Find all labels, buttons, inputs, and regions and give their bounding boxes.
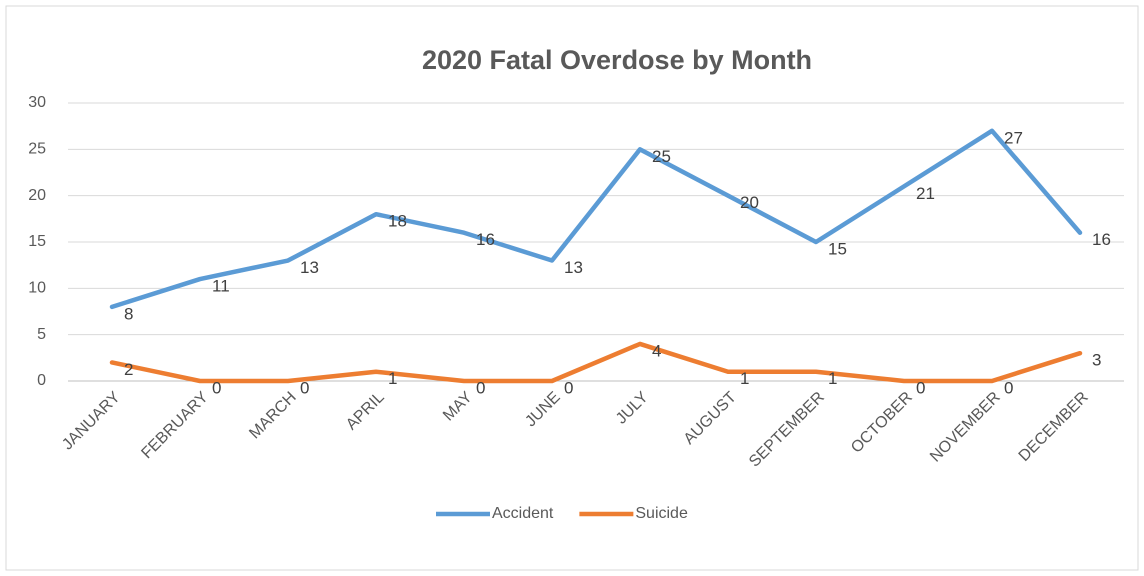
data-label: 16 [476,230,495,249]
series-line [109,128,1083,310]
data-label: 0 [564,378,573,397]
legend-label: Suicide [635,505,688,522]
data-label: 0 [1004,378,1013,397]
series-line [109,341,1083,384]
data-label: 21 [916,184,935,203]
legend-label: Accident [492,505,554,522]
y-tick-label: 0 [37,372,46,389]
data-label: 18 [388,212,407,231]
data-label: 0 [212,378,221,397]
y-tick-label: 30 [28,94,46,111]
data-label: 3 [1092,351,1101,370]
data-label: 15 [828,239,847,258]
data-label: 1 [828,369,837,388]
data-label: 11 [212,277,230,296]
data-label: 8 [124,304,133,323]
data-label: 20 [740,193,759,212]
data-label: 25 [652,147,671,166]
y-tick-label: 20 [28,187,46,204]
data-label: 0 [476,378,485,397]
y-tick-label: 5 [37,326,46,343]
data-label: 13 [564,258,583,277]
data-label: 16 [1092,230,1111,249]
data-label: 1 [740,369,749,388]
y-tick-label: 10 [28,280,46,297]
data-label: 1 [388,369,397,388]
chart-title: 2020 Fatal Overdose by Month [422,45,812,75]
data-label: 4 [652,341,661,360]
data-label: 27 [1004,128,1023,147]
data-label: 0 [916,378,925,397]
y-tick-label: 25 [28,141,46,158]
y-tick-label: 15 [28,233,46,250]
data-label: 13 [300,258,319,277]
data-label: 0 [300,378,309,397]
data-label: 2 [124,360,133,379]
